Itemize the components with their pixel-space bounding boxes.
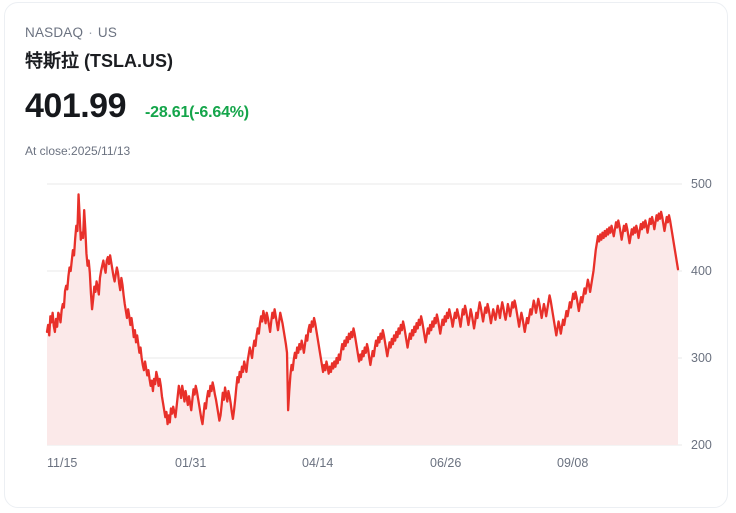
x-tick-label: 09/08 [557, 456, 589, 470]
price-value: 401.99 [25, 87, 127, 125]
y-tick-label: 400 [691, 264, 712, 278]
x-tick-label: 01/31 [175, 456, 207, 470]
x-tick-label: 11/15 [47, 456, 78, 470]
exchange-separator: · [88, 25, 93, 40]
x-tick-label: 06/26 [430, 456, 462, 470]
price-change: -28.61(-6.64%) [145, 104, 249, 121]
market-status-note: At close:2025/11/13 [25, 144, 131, 158]
price-chart-svg [45, 183, 682, 446]
exchange-row: NASDAQ · US [25, 25, 117, 40]
y-tick-label: 500 [691, 177, 712, 191]
chart-line [45, 193, 680, 426]
x-tick-label: 04/14 [302, 456, 334, 470]
stock-quote-card: NASDAQ · US 特斯拉 (TSLA.US) 401.99 -28.61(-6… [4, 2, 728, 508]
price-row: 401.99 -28.61(-6.64%) [25, 87, 249, 126]
y-tick-label: 300 [691, 351, 712, 365]
page-title: 特斯拉 (TSLA.US) [25, 51, 173, 71]
chart-area-fill [47, 194, 678, 445]
exchange-name: NASDAQ [25, 25, 84, 40]
y-tick-label: 200 [691, 438, 712, 452]
exchange-region: US [97, 25, 118, 40]
price-chart[interactable]: 500 400 300 200 11/15 01/31 04/14 06/26 09/08 [5, 163, 729, 493]
